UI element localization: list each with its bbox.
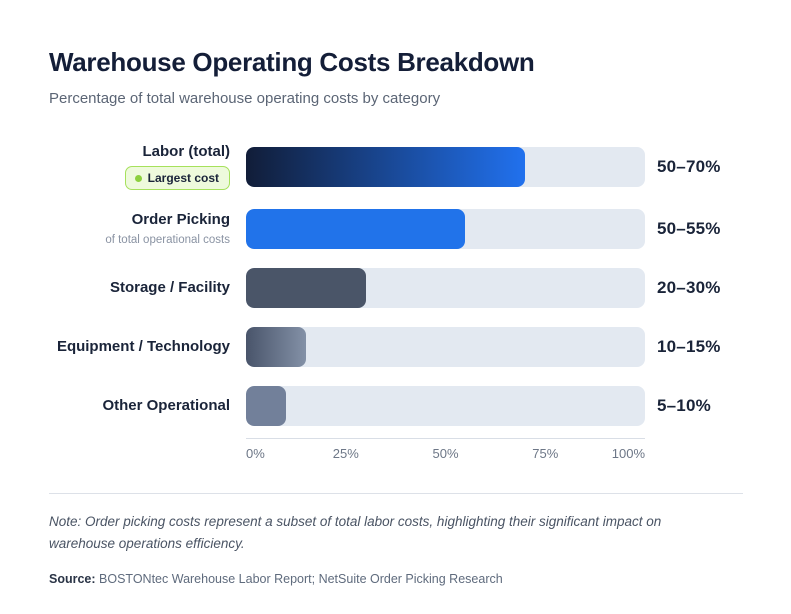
bar-fill-order-picking xyxy=(246,209,466,249)
chart-row-other: Other Operational 5–10% xyxy=(49,386,743,426)
category-label-group: Labor (total) Largest cost xyxy=(49,143,230,190)
largest-cost-badge: Largest cost xyxy=(124,166,230,190)
source-line: Source: BOSTONtec Warehouse Labor Report… xyxy=(49,571,743,587)
footer-divider xyxy=(49,493,743,494)
bar-track xyxy=(246,386,645,426)
bar-fill-equipment xyxy=(246,327,306,367)
category-label-group: Equipment / Technology xyxy=(49,338,230,356)
category-label: Storage / Facility xyxy=(109,279,230,296)
category-label: Other Operational xyxy=(102,397,230,414)
chart-row-labor: Labor (total) Largest cost 50–70% xyxy=(49,143,743,190)
bar-track xyxy=(246,146,645,187)
bar-track xyxy=(246,268,645,308)
note-text: Note: Order picking costs represent a su… xyxy=(49,514,662,551)
source-label: Source: xyxy=(49,572,96,586)
category-label-group: Order Picking of total operational costs xyxy=(49,211,230,247)
x-axis-tick: 25% xyxy=(332,446,359,461)
badge-dot-icon xyxy=(134,174,142,182)
x-axis-tick: 100% xyxy=(611,446,645,461)
bar-fill-labor xyxy=(246,146,526,187)
bar-track xyxy=(246,209,645,249)
bar-fill-other xyxy=(246,386,286,426)
page-title: Warehouse Operating Costs Breakdown xyxy=(49,47,535,77)
x-axis: 0% 25% 50% 75% 100% xyxy=(246,438,645,462)
category-label: Order Picking xyxy=(131,211,230,228)
chart-row-storage: Storage / Facility 20–30% xyxy=(49,268,743,308)
category-label: Labor (total) xyxy=(142,143,231,160)
bar-fill-storage xyxy=(246,268,366,308)
bar-chart: Labor (total) Largest cost 50–70% Order … xyxy=(49,143,743,426)
category-label: Equipment / Technology xyxy=(56,338,230,355)
bar-track xyxy=(246,327,645,367)
source-text: BOSTONtec Warehouse Labor Report; NetSui… xyxy=(99,572,503,586)
category-label-group: Other Operational xyxy=(49,397,230,415)
value-label: 5–10% xyxy=(657,396,711,415)
value-label: 50–70% xyxy=(657,156,721,176)
value-label: 10–15% xyxy=(657,337,721,356)
badge-label: Largest cost xyxy=(147,171,219,185)
chart-row-equipment: Equipment / Technology 10–15% xyxy=(49,327,743,367)
category-label-group: Storage / Facility xyxy=(49,279,230,297)
value-label: 50–55% xyxy=(657,219,721,238)
value-label: 20–30% xyxy=(657,278,721,297)
x-axis-tick: 75% xyxy=(532,446,559,461)
chart-row-order-picking: Order Picking of total operational costs… xyxy=(49,209,743,249)
category-sublabel: of total operational costs xyxy=(105,234,230,246)
x-axis-tick: 50% xyxy=(432,446,459,461)
page-subtitle: Percentage of total warehouse operating … xyxy=(49,90,441,107)
x-axis-tick: 0% xyxy=(246,446,265,461)
